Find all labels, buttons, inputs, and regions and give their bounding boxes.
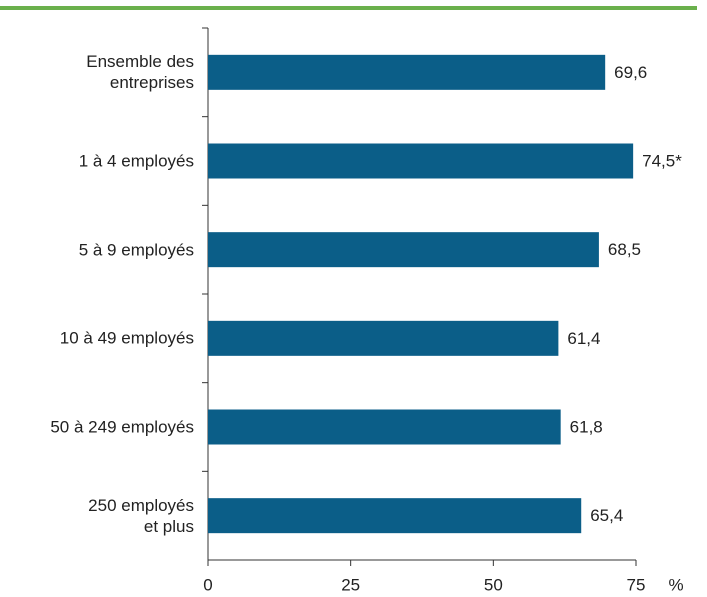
category-label: 250 employés et plus bbox=[88, 495, 194, 536]
bar bbox=[208, 54, 606, 90]
category-label: 50 à 249 employés bbox=[50, 417, 194, 437]
value-label: 65,4 bbox=[590, 506, 623, 525]
x-tick-label: 75 bbox=[627, 575, 646, 594]
value-label: 61,4 bbox=[567, 329, 600, 348]
top-rule bbox=[0, 6, 697, 10]
value-label: 61,8 bbox=[570, 417, 603, 436]
category-label: 1 à 4 employés bbox=[78, 151, 194, 171]
value-label: 74,5* bbox=[642, 151, 682, 170]
x-tick-label: 50 bbox=[484, 575, 503, 594]
category-label: 5 à 9 employés bbox=[78, 240, 194, 260]
bar bbox=[208, 143, 634, 179]
category-label: 10 à 49 employés bbox=[59, 328, 194, 348]
bar bbox=[208, 409, 561, 445]
bar bbox=[208, 498, 582, 534]
x-axis-label: % bbox=[668, 575, 683, 594]
bar bbox=[208, 232, 599, 268]
value-label: 68,5 bbox=[608, 240, 641, 259]
x-tick-label: 25 bbox=[341, 575, 360, 594]
x-tick-label: 0 bbox=[203, 575, 212, 594]
category-label: Ensemble des entreprises bbox=[86, 52, 194, 93]
value-label: 69,6 bbox=[614, 63, 647, 82]
bar bbox=[208, 320, 559, 356]
